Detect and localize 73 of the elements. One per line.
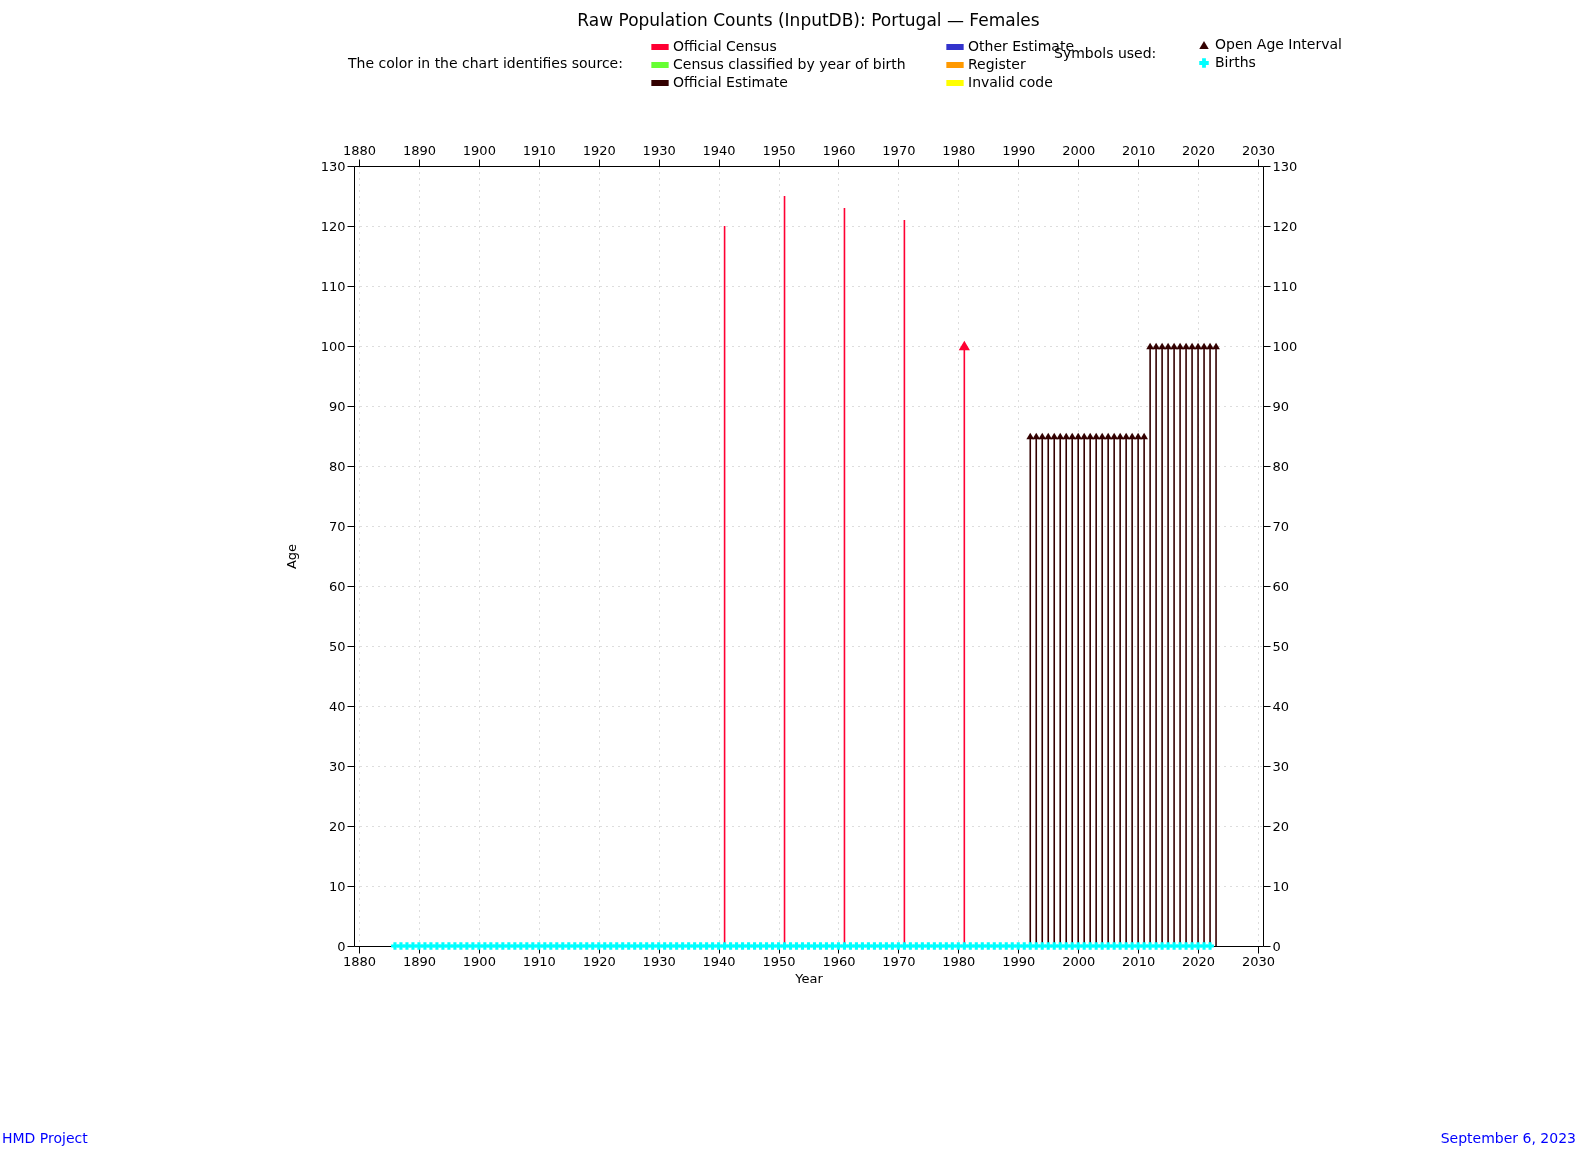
legend-label: Official Estimate	[673, 74, 788, 90]
y-tick-label: 130	[320, 158, 346, 174]
x2-tick-label: 2010	[1122, 142, 1156, 158]
text: September 6, 2023	[1440, 1130, 1576, 1146]
y2-tick-label: 90	[1272, 398, 1290, 414]
y-tick-label: 0	[337, 938, 346, 954]
y2-tick-label: 0	[1272, 938, 1281, 954]
x2-tick-label: 1950	[762, 142, 796, 158]
y-tick-label: 80	[328, 458, 346, 474]
x-tick-label: 1960	[822, 953, 856, 969]
legend-label: Register	[968, 56, 1026, 72]
y2-tick-label: 130	[1272, 158, 1298, 174]
y-tick-label: 90	[328, 398, 346, 414]
x2-tick-label: 2000	[1062, 142, 1096, 158]
x2-tick-label: 1910	[522, 142, 556, 158]
y-tick-label: 70	[328, 518, 346, 534]
x-tick-label: 1920	[582, 953, 616, 969]
x-tick-label: 2030	[1241, 953, 1276, 969]
x-tick-label: 2010	[1122, 953, 1156, 969]
x2-tick-label: 1960	[822, 142, 856, 158]
x-tick-label: 1970	[882, 953, 916, 969]
x-tick-label: 1930	[642, 953, 676, 969]
x2-tick-label: 2030	[1241, 142, 1276, 158]
x2-tick-label: 1930	[642, 142, 676, 158]
x-tick-label: 1910	[522, 953, 556, 969]
x-tick-label: 1900	[462, 953, 496, 969]
x-tick-label: 1940	[702, 953, 736, 969]
x2-tick-label: 1920	[582, 142, 616, 158]
y2-tick-label: 70	[1272, 518, 1290, 534]
x2-tick-label: 1900	[462, 142, 496, 158]
x-axis-title: Year	[794, 970, 824, 986]
x-tick-label: 1980	[942, 953, 976, 969]
y2-tick-label: 80	[1272, 458, 1290, 474]
x-tick-label: 1950	[762, 953, 796, 969]
legend-title: The color in the chart identifies source:	[347, 55, 623, 71]
y2-tick-label: 50	[1272, 638, 1290, 654]
y-tick-label: 10	[328, 878, 346, 894]
x2-tick-label: 1880	[342, 142, 377, 158]
y2-tick-label: 30	[1272, 758, 1290, 774]
y-tick-label: 50	[328, 638, 346, 654]
legend-label: Official Census	[673, 38, 777, 54]
y2-tick-label: 120	[1272, 218, 1298, 234]
x-tick-label: 2000	[1062, 953, 1096, 969]
y-tick-label: 40	[328, 698, 346, 714]
y2-tick-label: 100	[1272, 338, 1298, 354]
y-tick-label: 110	[320, 278, 346, 294]
y2-tick-label: 60	[1272, 578, 1290, 594]
x2-tick-label: 1890	[402, 142, 436, 158]
x-tick-label: 2020	[1182, 953, 1216, 969]
y2-tick-label: 10	[1272, 878, 1290, 894]
chart-title: Raw Population Counts (InputDB): Portugal — Females	[577, 10, 1040, 30]
legend-label: Open Age Interval	[1215, 36, 1342, 52]
x2-tick-label: 1980	[942, 142, 976, 158]
legend-label: Census classified by year of birth	[673, 56, 906, 72]
y-tick-label: 120	[320, 218, 346, 234]
y-axis-title: Age	[283, 543, 299, 570]
y2-tick-label: 110	[1272, 278, 1298, 294]
x-tick-label: 1880	[342, 953, 377, 969]
x2-tick-label: 2020	[1182, 142, 1216, 158]
y2-tick-label: 40	[1272, 698, 1290, 714]
legend-label: Invalid code	[968, 74, 1053, 90]
x-tick-label: 1890	[402, 953, 436, 969]
y-tick-label: 100	[320, 338, 346, 354]
x-tick-label: 1990	[1002, 953, 1036, 969]
x2-tick-label: 1940	[702, 142, 736, 158]
x2-tick-label: 1990	[1002, 142, 1036, 158]
y2-tick-label: 20	[1272, 818, 1290, 834]
x2-tick-label: 1970	[882, 142, 916, 158]
y-tick-label: 20	[328, 818, 346, 834]
y-tick-label: 60	[328, 578, 346, 594]
legend-label: Births	[1215, 54, 1256, 70]
text: HMD Project	[2, 1130, 88, 1146]
y-tick-label: 30	[328, 758, 346, 774]
